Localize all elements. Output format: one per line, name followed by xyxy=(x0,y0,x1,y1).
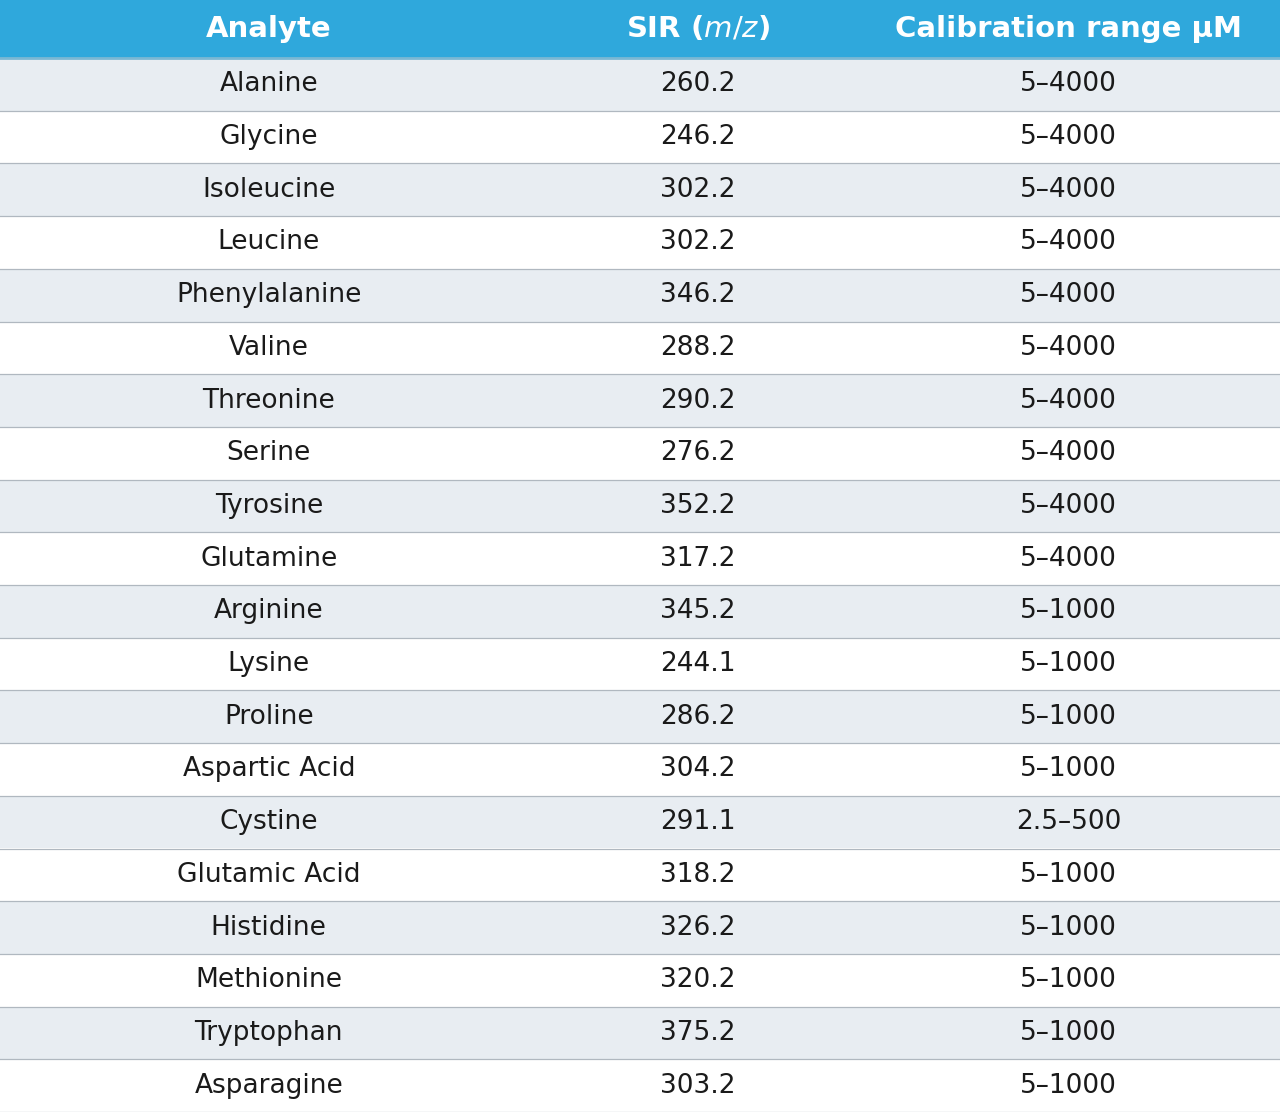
Bar xyxy=(0,427,1280,479)
Bar xyxy=(0,533,1280,585)
Text: Aspartic Acid: Aspartic Acid xyxy=(183,756,355,783)
Text: Phenylalanine: Phenylalanine xyxy=(177,282,361,308)
Text: Methionine: Methionine xyxy=(196,967,342,993)
Bar xyxy=(0,111,1280,163)
Bar xyxy=(0,269,1280,321)
Text: 5–4000: 5–4000 xyxy=(1020,177,1117,202)
Bar xyxy=(0,321,1280,375)
Text: Asparagine: Asparagine xyxy=(195,1073,343,1099)
Text: 5–1000: 5–1000 xyxy=(1020,651,1117,677)
Text: Tyrosine: Tyrosine xyxy=(215,493,323,519)
Text: 5–4000: 5–4000 xyxy=(1020,493,1117,519)
Text: Valine: Valine xyxy=(229,335,308,361)
Text: 246.2: 246.2 xyxy=(660,125,735,150)
Text: 291.1: 291.1 xyxy=(660,810,735,835)
Text: 5–4000: 5–4000 xyxy=(1020,388,1117,414)
Text: SIR ($\mathbf{\mathit{m/z}}$): SIR ($\mathbf{\mathit{m/z}}$) xyxy=(626,14,769,43)
Text: 5–4000: 5–4000 xyxy=(1020,546,1117,572)
Text: 5–1000: 5–1000 xyxy=(1020,1020,1117,1046)
Text: Proline: Proline xyxy=(224,704,314,729)
Text: Histidine: Histidine xyxy=(211,914,326,941)
Text: 286.2: 286.2 xyxy=(660,704,735,729)
Text: Isoleucine: Isoleucine xyxy=(202,177,335,202)
Text: 302.2: 302.2 xyxy=(660,229,735,256)
Text: 244.1: 244.1 xyxy=(660,651,735,677)
Bar xyxy=(0,1060,1280,1112)
Text: 375.2: 375.2 xyxy=(660,1020,735,1046)
Text: 5–4000: 5–4000 xyxy=(1020,335,1117,361)
Bar xyxy=(0,585,1280,637)
Text: 290.2: 290.2 xyxy=(660,388,735,414)
Text: 276.2: 276.2 xyxy=(660,440,735,466)
Text: 5–1000: 5–1000 xyxy=(1020,598,1117,624)
Bar xyxy=(0,1006,1280,1060)
Bar xyxy=(0,954,1280,1006)
Text: 303.2: 303.2 xyxy=(660,1073,735,1099)
Text: 320.2: 320.2 xyxy=(660,967,735,993)
Text: Threonine: Threonine xyxy=(202,388,335,414)
Text: Serine: Serine xyxy=(227,440,311,466)
Text: Cystine: Cystine xyxy=(220,810,317,835)
Bar xyxy=(0,637,1280,691)
Text: Glutamic Acid: Glutamic Acid xyxy=(177,862,361,887)
Text: 5–1000: 5–1000 xyxy=(1020,704,1117,729)
Text: 352.2: 352.2 xyxy=(660,493,735,519)
Bar xyxy=(0,375,1280,427)
Text: 346.2: 346.2 xyxy=(660,282,735,308)
Text: 288.2: 288.2 xyxy=(660,335,735,361)
Text: 260.2: 260.2 xyxy=(660,71,735,98)
Text: 5–4000: 5–4000 xyxy=(1020,440,1117,466)
Text: 345.2: 345.2 xyxy=(660,598,735,624)
Text: 317.2: 317.2 xyxy=(660,546,735,572)
Text: 302.2: 302.2 xyxy=(660,177,735,202)
Text: Glutamine: Glutamine xyxy=(200,546,338,572)
Text: Lysine: Lysine xyxy=(228,651,310,677)
Text: Arginine: Arginine xyxy=(214,598,324,624)
Text: 5–4000: 5–4000 xyxy=(1020,229,1117,256)
Text: 5–1000: 5–1000 xyxy=(1020,756,1117,783)
Text: 5–1000: 5–1000 xyxy=(1020,914,1117,941)
Text: Analyte: Analyte xyxy=(206,14,332,43)
Bar xyxy=(0,216,1280,269)
Text: 304.2: 304.2 xyxy=(660,756,735,783)
Bar xyxy=(0,0,1280,58)
Text: 5–1000: 5–1000 xyxy=(1020,1073,1117,1099)
Text: Glycine: Glycine xyxy=(220,125,317,150)
Text: 5–1000: 5–1000 xyxy=(1020,862,1117,887)
Text: 5–4000: 5–4000 xyxy=(1020,125,1117,150)
Bar xyxy=(0,901,1280,954)
Text: Tryptophan: Tryptophan xyxy=(195,1020,343,1046)
Text: 2.5–500: 2.5–500 xyxy=(1016,810,1121,835)
Bar xyxy=(0,743,1280,796)
Text: 326.2: 326.2 xyxy=(660,914,735,941)
Bar xyxy=(0,691,1280,743)
Bar xyxy=(0,163,1280,216)
Bar xyxy=(0,796,1280,848)
Bar xyxy=(0,58,1280,111)
Text: Leucine: Leucine xyxy=(218,229,320,256)
Text: 318.2: 318.2 xyxy=(660,862,735,887)
Bar xyxy=(0,848,1280,901)
Bar xyxy=(0,479,1280,533)
Text: 5–4000: 5–4000 xyxy=(1020,71,1117,98)
Text: 5–4000: 5–4000 xyxy=(1020,282,1117,308)
Text: 5–1000: 5–1000 xyxy=(1020,967,1117,993)
Text: Alanine: Alanine xyxy=(219,71,319,98)
Text: Calibration range μM: Calibration range μM xyxy=(895,14,1243,43)
